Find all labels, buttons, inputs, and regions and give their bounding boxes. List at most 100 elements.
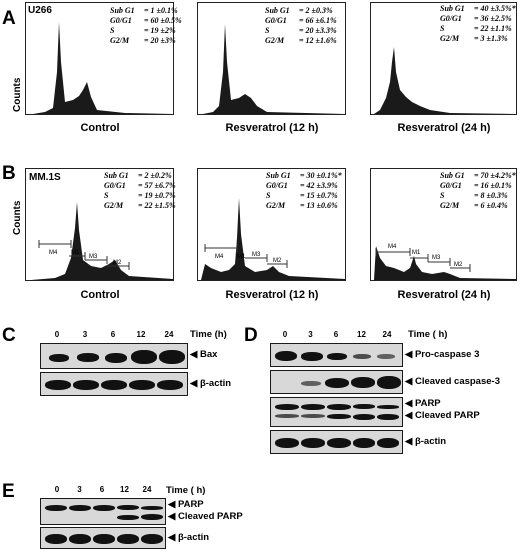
stat-val: = 8 ±0.3% xyxy=(474,191,508,200)
stat-val: = 40 ±3.5%* xyxy=(474,4,516,13)
band xyxy=(69,534,91,544)
histogram-b-control: M4 M1 M3 M2 xyxy=(25,168,174,281)
band xyxy=(101,380,127,390)
band xyxy=(353,404,375,409)
stats-b-12h: Sub G1 = 30 ±0.1%* G0/G1 = 42 ±3.9% S = 15 … xyxy=(266,171,342,211)
stat-val: = 13 ±0.6% xyxy=(300,201,338,210)
band xyxy=(351,377,375,388)
stat-val: = 16 ±0.1% xyxy=(474,181,512,190)
histogram-b-24h: M4 M1 M3 M2 xyxy=(370,168,517,281)
blot-label-parp-e: ◀ PARP xyxy=(168,499,204,510)
panel-label-c: C xyxy=(2,325,16,346)
gate-label-m3: M3 xyxy=(432,255,441,261)
histogram-a-24h xyxy=(370,2,517,115)
stats-a-12h: Sub G1 = 2 ±0.3% G0/G1 = 66 ±6.1% S = 20 ±3… xyxy=(265,6,337,46)
panel-label-b: B xyxy=(2,163,16,184)
band xyxy=(377,414,399,420)
timepoint: 6 xyxy=(99,485,105,494)
stat-val: = 3 ±1.3% xyxy=(474,34,508,43)
stat-val: = 30 ±0.1%* xyxy=(300,171,342,180)
label-text: Cleaved PARP xyxy=(414,410,480,421)
band xyxy=(327,414,351,419)
gate-label-m2: M2 xyxy=(454,262,463,268)
band xyxy=(275,351,297,361)
stat-key: Sub G1 xyxy=(104,171,129,180)
label-text: PARP xyxy=(414,398,441,409)
histogram-a-control xyxy=(25,2,174,115)
timepoint: 0 xyxy=(54,330,60,339)
band xyxy=(377,354,395,359)
stat-val: = 36 ±2.5% xyxy=(474,14,512,23)
band xyxy=(49,354,69,362)
band xyxy=(353,414,375,420)
blot-label-actin-c: ◀ β-actin xyxy=(190,378,232,389)
stat-key: G0/G1 xyxy=(110,16,132,25)
timepoint: 6 xyxy=(333,330,339,339)
blot-d-actin xyxy=(270,430,403,454)
stat-key: Sub G1 xyxy=(440,4,465,13)
stat-key: S xyxy=(265,26,270,35)
blot-label-cleavedparp-e: ◀ Cleaved PARP xyxy=(168,511,243,522)
gate-label-m4: M4 xyxy=(49,250,58,256)
stat-val: = 70 ±4.2%* xyxy=(474,171,516,180)
blot-label-cleavedcasp3: ◀ Cleaved caspase-3 xyxy=(405,376,500,387)
stats-a-24h: Sub G1 = 40 ±3.5%* G0/G1 = 36 ±2.5% S = 22 … xyxy=(440,4,516,44)
caption-b-12h: Resveratrol (12 h) xyxy=(225,289,319,301)
gate-label-m1: M1 xyxy=(237,254,246,260)
band xyxy=(77,353,99,362)
band xyxy=(129,380,155,390)
band xyxy=(93,534,115,544)
stat-val: = 2 ±0.3% xyxy=(299,6,333,15)
caption-a-12h: Resveratrol (12 h) xyxy=(225,122,319,134)
time-label-d: Time ( h) xyxy=(408,329,448,340)
band xyxy=(275,438,299,448)
histogram-b-12h: M4 M1 M3 M2 xyxy=(197,168,346,281)
stat-key: Sub G1 xyxy=(265,6,290,15)
label-text: PARP xyxy=(177,499,204,510)
stat-val: = 20 ±3% xyxy=(144,36,176,45)
band xyxy=(301,438,325,448)
band xyxy=(301,352,323,361)
blot-label-actin-d: ◀ β-actin xyxy=(405,436,447,447)
band xyxy=(325,378,349,388)
stat-key: G0/G1 xyxy=(266,181,288,190)
timepoint: 6 xyxy=(110,330,116,339)
stat-key: Sub G1 xyxy=(266,171,291,180)
band xyxy=(141,514,163,520)
gate-label-m2: M2 xyxy=(113,260,122,266)
band xyxy=(105,353,127,363)
y-axis-label-b: Counts xyxy=(12,200,23,235)
band xyxy=(301,414,325,418)
band xyxy=(301,381,321,386)
stat-key: G2/M xyxy=(440,201,460,210)
stat-key: G2/M xyxy=(104,201,124,210)
label-text: β-actin xyxy=(414,436,447,447)
timepoint: 3 xyxy=(308,330,313,339)
timepoint: 3 xyxy=(77,485,82,494)
stat-key: S xyxy=(440,191,445,200)
stat-key: S xyxy=(104,191,109,200)
stats-b-24h: Sub G1 = 70 ±4.2%* G0/G1 = 16 ±0.1% S = 8 ±… xyxy=(440,171,516,211)
stat-key: G2/M xyxy=(440,34,460,43)
panel-label-e: E xyxy=(2,481,15,502)
gate-label-m1: M1 xyxy=(412,250,421,256)
label-text: Pro-caspase 3 xyxy=(414,349,480,360)
cell-line-label-u266: U266 xyxy=(28,5,52,16)
band xyxy=(141,506,163,510)
cell-line-label-mm1s: MM.1S xyxy=(29,172,61,183)
band xyxy=(117,505,139,510)
gate-label-m4: M4 xyxy=(215,254,224,260)
timepoints-e: 0 3 6 12 24 xyxy=(48,485,156,494)
stat-val: = 19 ±0.7% xyxy=(138,191,176,200)
band xyxy=(327,404,351,410)
stat-key: G0/G1 xyxy=(440,14,462,23)
band xyxy=(157,380,183,390)
label-text: Cleaved PARP xyxy=(177,511,243,522)
blot-label-cleavedparp-d: ◀ Cleaved PARP xyxy=(405,410,480,421)
stat-key: Sub G1 xyxy=(440,171,465,180)
blot-label-bax: ◀ Bax xyxy=(190,349,218,360)
band xyxy=(73,380,99,390)
stat-key: S xyxy=(110,26,115,35)
label-text: β-actin xyxy=(177,532,210,543)
band xyxy=(45,534,67,544)
